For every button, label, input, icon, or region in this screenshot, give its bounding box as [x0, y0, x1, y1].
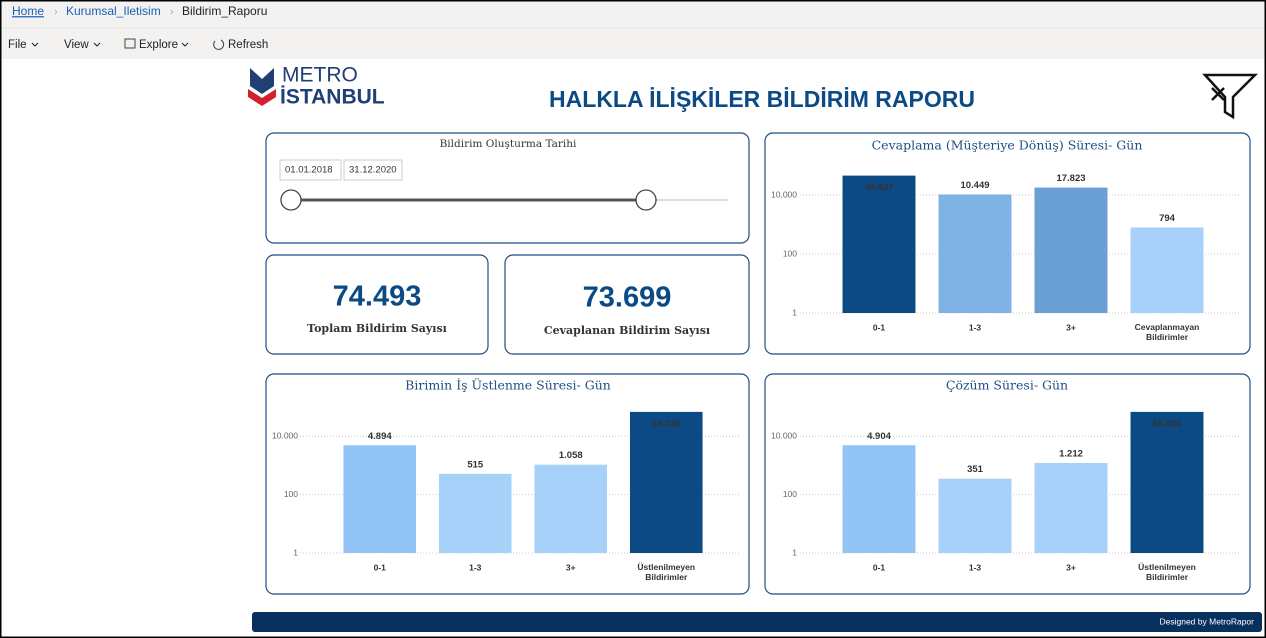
chevron	[31, 42, 39, 47]
chart-title: Birimin İş Üstlenme Süresi- Gün	[405, 377, 611, 393]
chart-title: Çözüm Süresi- Gün	[946, 378, 1068, 393]
bar	[534, 464, 608, 553]
x-tick-label: 1-3	[969, 562, 982, 572]
logo-mark	[248, 89, 276, 106]
x-tick-label: 0-1	[873, 562, 886, 572]
refresh-button[interactable]: Refresh	[228, 39, 268, 51]
menu-file[interactable]: File	[8, 39, 27, 51]
bar	[629, 411, 703, 553]
y-tick-label: 100	[284, 489, 298, 499]
y-tick-label: 1	[293, 547, 298, 557]
chart-title: Cevaplama (Müşteriye Dönüş) Süresi- Gün	[872, 138, 1143, 153]
bar	[1034, 462, 1108, 553]
value-label: 17.823	[1056, 173, 1085, 184]
bar	[438, 473, 512, 553]
date-input[interactable]	[343, 159, 403, 181]
value-label: 68.026	[1152, 418, 1181, 429]
menu-explore[interactable]: Explore	[139, 39, 178, 51]
bar	[938, 194, 1012, 313]
footer-text: Designed by MetroRapor	[1160, 616, 1255, 626]
slider-handle[interactable]	[280, 189, 302, 211]
y-tick-label: 10,000	[771, 189, 797, 199]
bar	[1034, 187, 1108, 313]
x-tick-label: 0-1	[873, 322, 886, 332]
chevron	[93, 42, 101, 47]
value-label: 1.212	[1059, 448, 1083, 459]
value-label: 4.904	[867, 431, 891, 442]
x-tick-label: 3+	[1066, 322, 1076, 332]
breadcrumb-home[interactable]: Home	[12, 4, 44, 18]
value-label: 68.026	[652, 418, 681, 429]
x-tick-label: 1-3	[469, 562, 482, 572]
x-tick-label: 0-1	[374, 562, 387, 572]
y-tick-label: 100	[783, 489, 797, 499]
value-label: 351	[967, 464, 984, 475]
breadcrumb-item: Bildirim_Raporu	[182, 4, 267, 18]
value-label: 1.058	[559, 450, 583, 461]
value-label: 10.449	[960, 180, 989, 191]
value-label: 45.427	[864, 182, 893, 193]
bar	[1130, 411, 1204, 553]
x-tick-label: Cevaplanmayan Bildirimler	[1135, 322, 1200, 342]
report-title: HALKLA İLİŞKİLER BİLDİRİM RAPORU	[549, 86, 975, 112]
footer-bar	[252, 612, 1262, 632]
card-value: 74.493	[333, 281, 422, 313]
card	[265, 254, 489, 355]
start-date: 01.01.2018	[285, 165, 333, 176]
end-date: 31.12.2020	[349, 165, 397, 176]
card-label: Cevaplanan Bildirim Sayısı	[544, 324, 710, 337]
bar	[1130, 227, 1204, 313]
card-value: 73.699	[583, 282, 672, 314]
toolbar	[0, 29, 1266, 59]
breadcrumb-bar	[0, 0, 1266, 28]
x-tick-label: Üstlenilmeyen Bildirimler	[637, 562, 695, 582]
separator: ›	[54, 6, 58, 18]
filter-icon	[1202, 73, 1259, 120]
logo-mark	[250, 68, 274, 94]
x-tick-label: 3+	[566, 562, 576, 572]
y-tick-label: 10.000	[771, 430, 797, 440]
y-tick-label: 100	[783, 248, 797, 258]
refresh-icon	[213, 39, 225, 50]
slider-handle[interactable]	[635, 189, 657, 211]
date-input[interactable]	[279, 159, 342, 181]
y-tick-label: 1	[792, 307, 797, 317]
slicer-title: Bildirim Oluşturma Tarihi	[440, 138, 577, 150]
filter-icon	[1211, 87, 1225, 101]
y-tick-label: 1	[792, 547, 797, 557]
value-label: 515	[467, 459, 484, 470]
y-tick-label: 10.000	[272, 430, 298, 440]
bar	[842, 175, 916, 313]
value-label: 4.894	[368, 431, 392, 442]
bar	[938, 478, 1012, 553]
x-tick-label: 3+	[1066, 562, 1076, 572]
logo-text: METRO	[282, 64, 358, 87]
x-tick-label: 1-3	[969, 322, 982, 332]
card-label: Toplam Bildirim Sayısı	[307, 322, 447, 335]
explore-icon	[124, 38, 136, 49]
separator: ›	[170, 6, 174, 18]
value-label: 794	[1159, 213, 1176, 224]
x-tick-label: Üstlenilmeyen Bildirimler	[1138, 562, 1196, 582]
card	[504, 254, 750, 355]
logo-text: İSTANBUL	[280, 86, 385, 109]
chevron	[181, 42, 189, 47]
breadcrumb-item[interactable]: Kurumsal_Iletisim	[66, 4, 161, 18]
menu-view[interactable]: View	[64, 39, 89, 51]
bar	[842, 445, 916, 553]
bar	[343, 445, 417, 553]
